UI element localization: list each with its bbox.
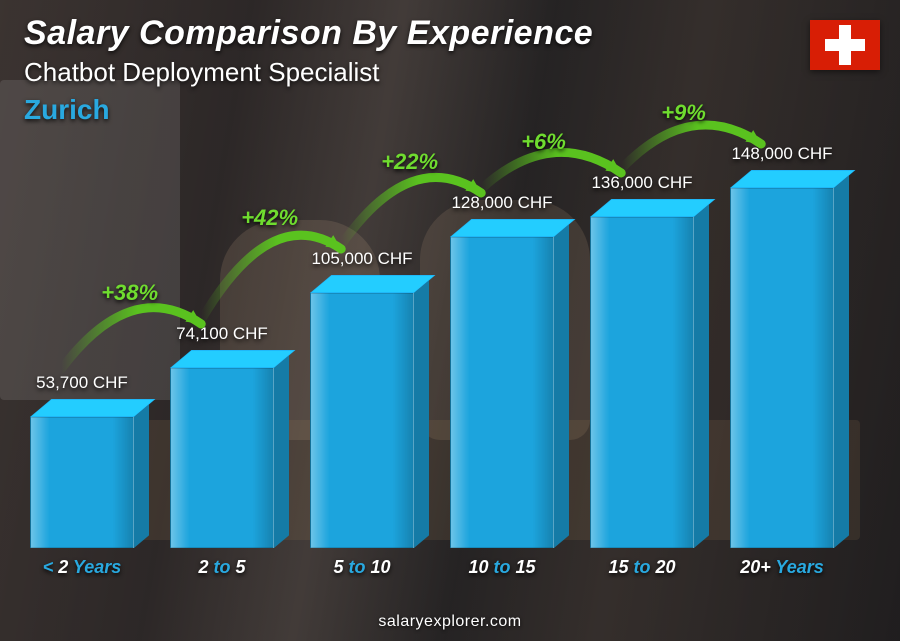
infographic-stage: Salary Comparison By Experience Chatbot …	[0, 0, 900, 641]
bar-value-label: 128,000 CHF	[424, 193, 580, 213]
footer-source: salaryexplorer.com	[0, 613, 900, 631]
bar-value-label: 74,100 CHF	[144, 324, 300, 344]
growth-pct-label: +42%	[241, 205, 298, 231]
bar-value-label: 148,000 CHF	[704, 144, 860, 164]
growth-pct-label: +9%	[661, 100, 706, 126]
salary-bar-chart: 53,700 CHF< 2 Years 74,100 CHF2 to 5 105,0…	[30, 150, 870, 580]
bar: 148,000 CHF20+ Years	[730, 188, 834, 548]
flag-switzerland-icon	[810, 20, 880, 70]
title-block: Salary Comparison By Experience Chatbot …	[24, 14, 593, 126]
page-title: Salary Comparison By Experience	[24, 14, 593, 53]
bar: 74,100 CHF2 to 5	[170, 368, 274, 548]
bar: 105,000 CHF5 to 10	[310, 293, 414, 548]
bar: 128,000 CHF10 to 15	[450, 237, 554, 548]
page-location: Zurich	[24, 94, 593, 126]
bar-category-label: 20+ Years	[699, 557, 865, 578]
growth-pct-label: +6%	[521, 129, 566, 155]
bar: 136,000 CHF15 to 20	[590, 217, 694, 548]
page-subtitle: Chatbot Deployment Specialist	[24, 57, 593, 88]
growth-pct-label: +22%	[381, 149, 438, 175]
growth-pct-label: +38%	[101, 280, 158, 306]
bar-value-label: 105,000 CHF	[284, 249, 440, 269]
bar-value-label: 53,700 CHF	[4, 373, 160, 393]
bar-value-label: 136,000 CHF	[564, 173, 720, 193]
bar: 53,700 CHF< 2 Years	[30, 417, 134, 548]
